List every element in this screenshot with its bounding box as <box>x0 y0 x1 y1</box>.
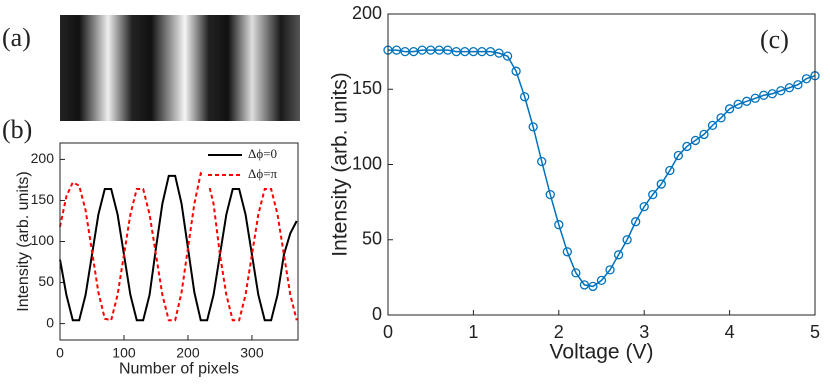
axes-frame <box>59 142 299 341</box>
data-marker <box>784 83 795 93</box>
data-marker <box>391 45 402 55</box>
data-marker <box>707 120 718 131</box>
data-marker <box>605 265 615 275</box>
y-tick-label: 150 <box>31 191 55 207</box>
data-marker <box>656 179 666 189</box>
data-marker <box>750 93 760 103</box>
panel-label: (c) <box>760 25 789 54</box>
data-marker <box>665 165 675 176</box>
data-marker <box>724 104 735 114</box>
y-tick-label: 150 <box>352 78 382 98</box>
data-marker <box>716 113 726 123</box>
data-marker <box>759 90 769 100</box>
y-tick-label: 0 <box>372 304 382 324</box>
y-tick-label: 0 <box>46 314 54 330</box>
data-marker <box>699 129 709 140</box>
data-marker <box>742 96 752 106</box>
data-marker <box>622 235 632 245</box>
y-tick-label: 200 <box>352 3 382 23</box>
x-tick-label: 0 <box>383 322 393 342</box>
data-marker <box>596 275 607 286</box>
data-marker <box>579 280 590 290</box>
x-tick-label: 5 <box>810 322 820 342</box>
x-tick-label: 2 <box>554 322 564 342</box>
data-marker <box>408 46 419 57</box>
series-line <box>388 49 816 288</box>
data-marker <box>767 89 777 99</box>
data-marker <box>631 217 641 227</box>
y-tick-label: 100 <box>352 153 382 173</box>
data-marker <box>648 189 658 200</box>
axes-frame <box>387 13 816 316</box>
data-marker <box>554 220 564 230</box>
panel-label: (b) <box>2 115 32 144</box>
data-marker <box>502 51 513 61</box>
data-marker <box>690 135 701 146</box>
data-marker <box>545 189 555 200</box>
series-line <box>59 174 298 322</box>
data-marker <box>519 92 530 102</box>
x-axis-label: Number of pixels <box>119 361 239 378</box>
data-marker <box>511 66 521 76</box>
y-tick-label: 100 <box>31 232 55 248</box>
y-axis-label: Intensity (arb. units) <box>329 72 352 256</box>
data-marker <box>528 122 538 132</box>
x-tick-label: 3 <box>639 322 649 342</box>
data-marker <box>639 201 649 212</box>
x-axis-label: Voltage (V) <box>550 340 654 363</box>
data-marker <box>733 99 743 109</box>
legend-label: Δϕ=π <box>248 166 278 181</box>
data-marker <box>613 250 624 260</box>
y-tick-label: 50 <box>362 229 382 249</box>
panel-label: (a) <box>2 23 31 52</box>
x-tick-label: 0 <box>56 345 64 361</box>
data-marker <box>588 281 598 292</box>
x-tick-label: 100 <box>112 345 136 361</box>
data-marker <box>494 48 504 58</box>
data-marker <box>801 74 812 84</box>
data-marker <box>571 268 581 278</box>
legend-box <box>202 144 296 188</box>
y-axis-label: Intensity (arb. units) <box>15 171 32 312</box>
legend-label: Δϕ=0 <box>248 146 277 161</box>
data-marker <box>682 141 692 152</box>
y-tick-label: 50 <box>38 273 54 289</box>
x-tick-label: 300 <box>240 345 264 361</box>
x-tick-label: 4 <box>725 322 735 342</box>
fringe-image <box>60 15 300 121</box>
data-marker <box>793 80 803 90</box>
data-marker <box>776 86 786 96</box>
data-marker <box>537 156 547 167</box>
data-marker <box>562 247 572 257</box>
y-tick-label: 200 <box>31 150 55 166</box>
x-tick-label: 1 <box>468 322 478 342</box>
x-tick-label: 200 <box>176 345 200 361</box>
series-line <box>59 171 298 322</box>
data-marker <box>673 150 684 161</box>
data-marker <box>485 46 496 57</box>
data-marker <box>443 45 453 55</box>
